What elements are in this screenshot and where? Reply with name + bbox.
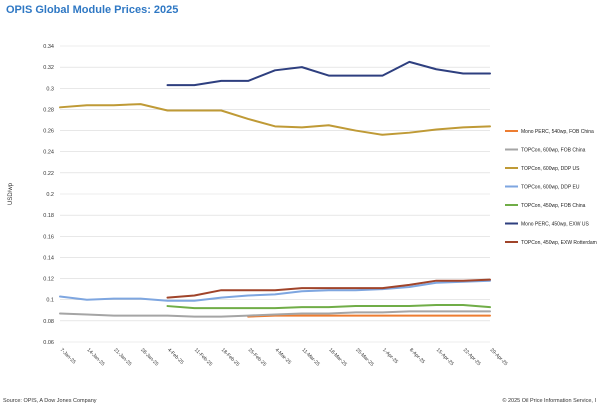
x-tick-label: 15-Apr-25 (435, 347, 455, 367)
y-tick-label: 0.24 (43, 150, 54, 156)
y-tick-label: 0.28 (43, 107, 54, 113)
x-tick-label: 4-Mar-25 (274, 347, 293, 366)
legend-item: TOPCon, 450wp, FOB China (505, 203, 586, 209)
x-tick-label: 7-Jan-25 (59, 347, 77, 365)
legend-label: Mono PERC, 450wp, EXW US (521, 222, 589, 228)
y-tick-label: 0.14 (43, 255, 54, 261)
y-tick-label: 0.32 (43, 65, 54, 71)
legend-label: TOPCon, 450wp, FOB China (521, 203, 586, 209)
gridlines (60, 45, 490, 343)
x-tick-label: 1-Apr-25 (381, 347, 399, 365)
y-tick-label: 0.08 (43, 319, 54, 325)
source-note: Source: OPIS, A Dow Jones Company (3, 398, 97, 404)
y-tick-label: 0.34 (43, 44, 54, 50)
x-tick-label: 11-Mar-25 (300, 347, 320, 367)
x-tick-label: 25-Feb-25 (247, 347, 268, 368)
y-tick-label: 0.12 (43, 277, 54, 283)
legend-item: TOPCon, 450wp, EXW Rotterdam (505, 240, 597, 246)
legend: Mono PERC, 540wp, FOB China TOPCon, 600wp… (505, 129, 597, 246)
legend-item: Mono PERC, 450wp, EXW US (505, 222, 589, 228)
x-tick-label: 22-Apr-25 (462, 347, 482, 367)
y-tick-label: 0.22 (43, 171, 54, 177)
x-tick-label: 18-Mar-25 (327, 347, 348, 368)
series-line-2 (59, 310, 491, 318)
legend-item: TOPCon, 600wp, FOB China (505, 148, 586, 154)
x-axis-ticks: 7-Jan-25 14-Jan-25 21-Jan-25 28-Jan-25 4-Feb… (59, 347, 509, 368)
y-tick-label: 0.26 (43, 129, 54, 135)
series-line-5 (166, 304, 491, 310)
series-line-4 (59, 279, 491, 302)
legend-label: Mono PERC, 540wp, FOB China (521, 129, 594, 135)
y-axis-label: USD/wp (8, 182, 14, 205)
x-tick-label: 4-Feb-25 (166, 347, 185, 366)
y-tick-label: 0.1 (46, 298, 54, 304)
x-tick-label: 28-Jan-25 (139, 347, 159, 367)
y-tick-label: 0.3 (46, 86, 54, 92)
series-line-1 (247, 314, 491, 318)
y-tick-label: 0.06 (43, 340, 54, 346)
x-tick-label: 29-Apr-25 (489, 347, 509, 367)
y-tick-label: 0.18 (43, 213, 54, 219)
legend-label: TOPCon, 600wp, DDP US (521, 166, 580, 172)
legend-item: Mono PERC, 540wp, FOB China (505, 129, 594, 135)
y-tick-label: 0.16 (43, 234, 54, 240)
legend-label: TOPCon, 600wp, DDP EU (521, 185, 580, 191)
legend-item: TOPCon, 600wp, DDP US (505, 166, 580, 172)
series-line-6 (166, 60, 491, 87)
x-tick-label: 18-Feb-25 (220, 347, 241, 368)
x-tick-label: 14-Jan-25 (85, 347, 105, 367)
legend-label: TOPCon, 450wp, EXW Rotterdam (521, 240, 597, 246)
series-line-7 (166, 278, 491, 299)
x-tick-label: 21-Jan-25 (112, 347, 132, 367)
legend-label: TOPCon, 600wp, FOB China (521, 148, 586, 154)
x-tick-label: 8-Apr-25 (408, 347, 426, 365)
copyright-note: © 2025 Oil Price Information Service, I (502, 398, 596, 404)
x-tick-label: 11-Feb-25 (193, 347, 213, 367)
series-line-3 (59, 103, 491, 136)
y-axis-ticks: 0.06 0.08 0.1 0.12 0.14 0.16 0.18 0.2 0.22 0.24 0.… (43, 44, 54, 346)
series-lines (59, 60, 491, 318)
x-tick-label: 25-Mar-25 (354, 347, 375, 368)
legend-item: TOPCon, 600wp, DDP EU (505, 185, 580, 191)
chart-title: OPIS Global Module Prices: 2025 (6, 4, 179, 16)
y-tick-label: 0.2 (46, 192, 54, 198)
